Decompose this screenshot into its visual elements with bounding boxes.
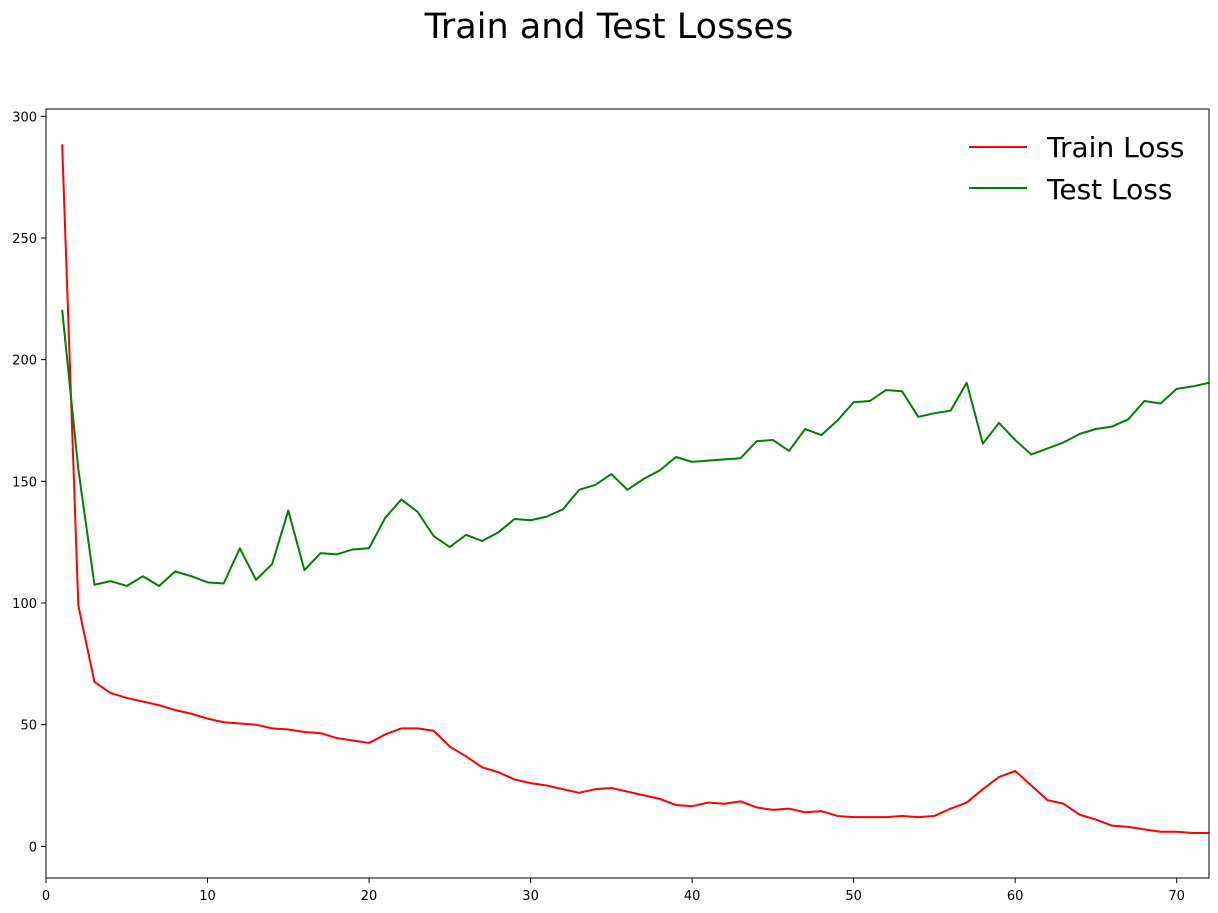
chart-title: Train and Test Losses	[424, 7, 794, 47]
plot-series	[61, 144, 1210, 834]
y-tick-label: 300	[12, 110, 37, 125]
x-tick-label: 20	[361, 889, 378, 904]
x-tick-label: 30	[522, 889, 539, 904]
y-tick-label: 50	[20, 719, 37, 734]
test-loss-line	[61, 309, 1210, 587]
x-axis: 0 10 20 30 40 50 60 70	[42, 878, 1185, 904]
legend-label-test: Test Loss	[1046, 173, 1172, 206]
x-tick-label: 40	[684, 889, 701, 904]
legend: Train Loss Test Loss	[969, 131, 1185, 206]
plot-frame	[45, 108, 1210, 879]
y-tick-label: 150	[12, 475, 37, 490]
legend-label-train: Train Loss	[1046, 131, 1185, 164]
x-tick-label: 0	[42, 889, 50, 904]
y-tick-label: 0	[29, 840, 37, 855]
train-loss-line	[61, 144, 1209, 834]
y-tick-label: 200	[12, 354, 37, 369]
x-tick-label: 10	[199, 889, 216, 904]
x-tick-label: 50	[845, 889, 862, 904]
y-tick-label: 100	[12, 597, 37, 612]
x-tick-label: 60	[1007, 889, 1024, 904]
y-tick-label: 250	[12, 232, 37, 247]
x-tick-label: 70	[1168, 889, 1185, 904]
y-axis: 0 50 100 150 200 250 300	[12, 110, 46, 855]
